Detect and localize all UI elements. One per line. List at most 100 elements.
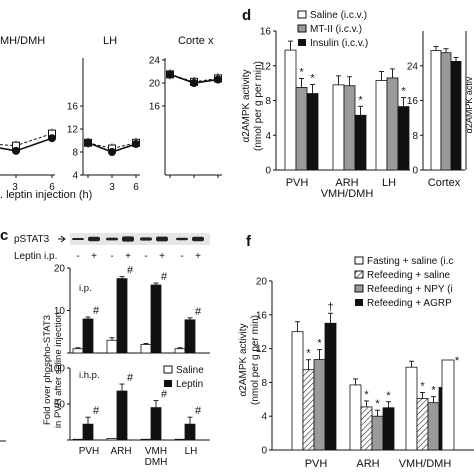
bar [416,398,429,451]
leptin-sign: + [91,251,97,262]
d-cat-vmhdmh: VMH/DMH [321,188,374,200]
open-series-line [0,133,53,147]
blot-arrow-icon [58,235,66,243]
chart-c-ihp: 50 100 # # # # [48,364,210,441]
leptin-sign: + [125,251,131,262]
significance-mark: * [431,385,436,397]
bar [324,322,337,451]
panel-f-ylabel-1: α2AMPK activity [238,323,249,396]
chart-c-ip: 10 20 # # # # [54,264,210,354]
significance-mark: * [401,86,406,98]
y-tick-label: 0 [412,166,418,177]
top-left-axes: 4 8 12 16 16 20 24 3 6 3 6 [0,56,222,193]
blot-band [106,237,118,241]
filled-circle-point [84,138,92,147]
bar [150,407,162,441]
bar [184,319,196,354]
filled-circle-point [48,134,56,143]
bar [313,359,326,451]
legend-f-npy: Refeeding + NPY (i [367,284,453,295]
y-tick-label: 16 [260,27,272,38]
leptin-sign: + [195,251,201,262]
bar [427,402,440,451]
f-cat-vmhdmh: VMH/DMH [399,458,452,470]
leptin-sign: - [110,251,113,262]
panel-d-ylabel-1: α2AMPK activity [241,69,252,142]
significance-mark: * [317,338,322,350]
panel-c-ylabel-1: Fold over phospho-STAT3 [42,315,53,425]
pstat3-label: pSTAT3 [14,234,50,245]
y-tick-label: 24 [407,61,419,72]
significance-mark: * [364,389,369,401]
blot-band [88,236,100,242]
c-cat-arh: ARH [110,446,131,457]
significance-mark: * [420,380,425,392]
significance-mark: # [195,306,202,318]
chart-d-main: 0 4 8 12 16 * * * * [260,27,410,177]
significance-mark: * [455,355,460,367]
bar [291,331,304,451]
leptin-sign: - [144,251,147,262]
bar [116,390,128,441]
bar [302,369,315,451]
significance-mark: # [195,405,202,417]
bar [184,423,196,441]
filled-circle-point [12,146,20,155]
bar [106,438,118,441]
panel-c-label: c [0,227,8,244]
bar [150,284,162,354]
panel-f-label: f [246,233,252,250]
bar-cut [441,359,455,451]
significance-mark: * [299,66,304,78]
y-tick-label: 0 [261,446,267,457]
bar [284,49,297,171]
y-tick-label: 4 [72,171,78,182]
blot-band [192,236,204,242]
leptin-signs: - + - + - + - + [76,251,201,262]
significance-mark: * [358,94,363,106]
filled-circle-point [214,75,222,84]
bar [82,318,94,354]
f-cat-arh: ARH [356,458,379,470]
bar [72,348,84,354]
legend-f-fasting-swatch [354,256,364,265]
chart-d-cortex: 0 8 16 24 [407,31,467,177]
panel-title-lh: LH [103,35,117,47]
c-cat-dmh: DMH [145,457,168,468]
legend-d-insulin-swatch [298,39,306,46]
bar [306,93,319,171]
leptin-sign: - [76,251,79,262]
panel-c-ylabel-2: in PVH after saline injection [53,312,64,428]
leptin-sign: + [159,251,165,262]
open-series-line [87,142,137,150]
sub-ip-label: i.p. [79,283,92,294]
y-tick-label: 50 [54,400,66,411]
leptin-ip-label: Leptin i.p. [14,251,57,262]
filled-circle-point [190,79,198,87]
x-tick-label-6: 6 [133,182,139,193]
significance-mark: # [127,265,134,277]
blot-band [140,237,152,241]
y-tick-label: 4 [261,412,267,423]
legend-f-refeed-saline-swatch [354,270,364,279]
panel-title-vmh-dmh: MH/DMH [0,35,45,47]
panel-c: c pSTAT3 Leptin i.p. - + - + - + - + Fold over … [0,227,210,468]
bar [440,52,452,171]
significance-mark: # [93,305,100,317]
legend-saline-swatch [163,365,173,374]
significance-mark: * [386,390,391,402]
significance-mark: * [310,73,315,85]
bar [343,85,356,171]
significance-mark: # [93,405,100,417]
legend-saline-label: Saline [176,365,204,376]
bar [386,77,399,171]
significance-mark: # [127,372,134,384]
panel-d: d Saline (i.c.v.) MT-II (i.c.v.) Insulin… [241,7,474,200]
y-tick-label: 12 [256,344,268,355]
d-cat-pvh: PVH [286,177,309,189]
significance-mark: † [327,301,333,313]
c-cat-pvh: PVH [79,446,100,457]
panel-d-ylabel-2: (nmol per g per min) [253,61,264,151]
legend-f-npy-swatch [354,284,364,293]
